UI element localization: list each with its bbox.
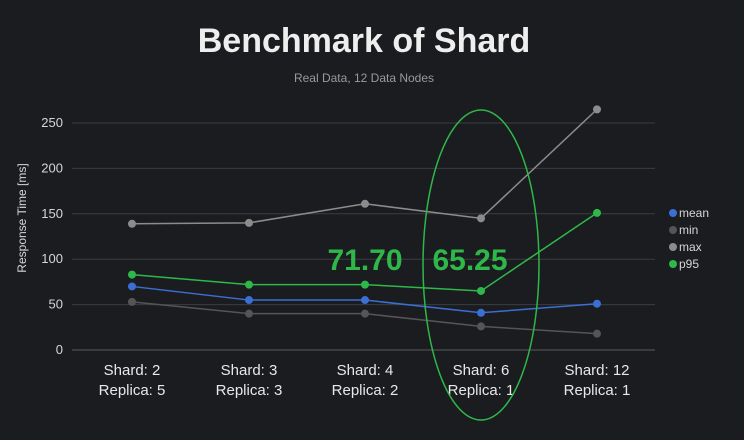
data-point-mean [361, 296, 369, 305]
x-tick-line: Replica: 1 [564, 382, 631, 399]
chart-subtitle: Real Data, 12 Data Nodes [294, 71, 434, 85]
x-tick-line: Shard: 3 [221, 362, 278, 379]
data-point-mean [245, 296, 253, 305]
series-min [128, 297, 601, 338]
series-p95 [128, 208, 601, 295]
x-tick-label: Shard: 12 Replica: 1 [564, 362, 631, 399]
x-tick-line: Shard: 6 [453, 362, 510, 379]
data-point-p95 [361, 280, 369, 289]
data-point-p95 [477, 286, 485, 295]
data-point-mean [128, 282, 136, 291]
data-point-min [477, 322, 485, 331]
data-point-min [593, 329, 601, 338]
x-tick-line: Shard: 12 [564, 362, 629, 379]
legend: mean min max p95 [669, 206, 709, 271]
x-tick-line: Replica: 3 [216, 382, 283, 399]
y-tick-label: 50 [49, 297, 63, 312]
legend-label-mean: mean [679, 206, 709, 220]
y-tick-label: 0 [56, 342, 63, 357]
data-point-min [245, 309, 253, 318]
x-tick-label: Shard: 3 Replica: 3 [216, 362, 283, 399]
x-tick-line: Shard: 4 [337, 362, 394, 379]
x-tick-label: Shard: 2 Replica: 5 [99, 362, 166, 399]
annotation-label: 71.70 [327, 244, 402, 277]
data-point-max [361, 199, 369, 208]
legend-marker-p95 [669, 260, 677, 268]
y-tick-label: 100 [41, 251, 63, 266]
legend-marker-max [669, 243, 677, 251]
data-point-p95 [128, 270, 136, 279]
data-point-p95 [593, 208, 601, 217]
x-tick-label: Shard: 4 Replica: 2 [332, 362, 399, 399]
x-tick-line: Replica: 2 [332, 382, 399, 399]
y-tick-label: 150 [41, 206, 63, 221]
highlight-ellipse [422, 109, 540, 421]
data-point-min [128, 297, 136, 306]
series-mean [128, 282, 601, 317]
legend-marker-min [669, 226, 677, 234]
legend-label-min: min [679, 223, 698, 237]
y-axis-label: Response Time [ms] [15, 163, 29, 272]
chart-title: Benchmark of Shard [198, 22, 531, 60]
y-tick-label: 250 [41, 115, 63, 130]
legend-label-p95: p95 [679, 257, 699, 271]
legend-marker-mean [669, 209, 677, 217]
data-point-p95 [245, 280, 253, 289]
data-point-mean [593, 299, 601, 308]
data-point-max [245, 218, 253, 227]
series-line-min [131, 301, 598, 335]
data-point-mean [477, 308, 485, 317]
series-max [128, 105, 601, 228]
annotation-label: 65.25 [432, 244, 507, 277]
y-tick-label: 200 [41, 160, 63, 175]
data-point-max [593, 105, 601, 114]
data-point-max [477, 214, 485, 223]
data-point-max [128, 219, 136, 228]
y-tick-labels: 0 50 100 150 200 250 [41, 115, 63, 357]
series-lines [128, 105, 601, 338]
x-tick-line: Shard: 2 [104, 362, 161, 379]
data-point-min [361, 309, 369, 318]
x-tick-label: Shard: 6 Replica: 1 [448, 362, 515, 399]
x-tick-line: Replica: 5 [99, 382, 166, 399]
annotations: 71.70 65.25 [327, 109, 540, 421]
gridlines [72, 122, 655, 351]
x-tick-line: Replica: 1 [448, 382, 515, 399]
legend-label-max: max [679, 240, 702, 254]
